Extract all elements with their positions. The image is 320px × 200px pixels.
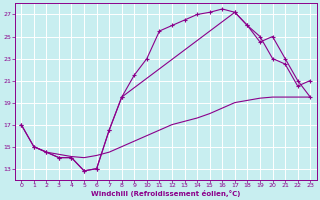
X-axis label: Windchill (Refroidissement éolien,°C): Windchill (Refroidissement éolien,°C) — [91, 190, 240, 197]
